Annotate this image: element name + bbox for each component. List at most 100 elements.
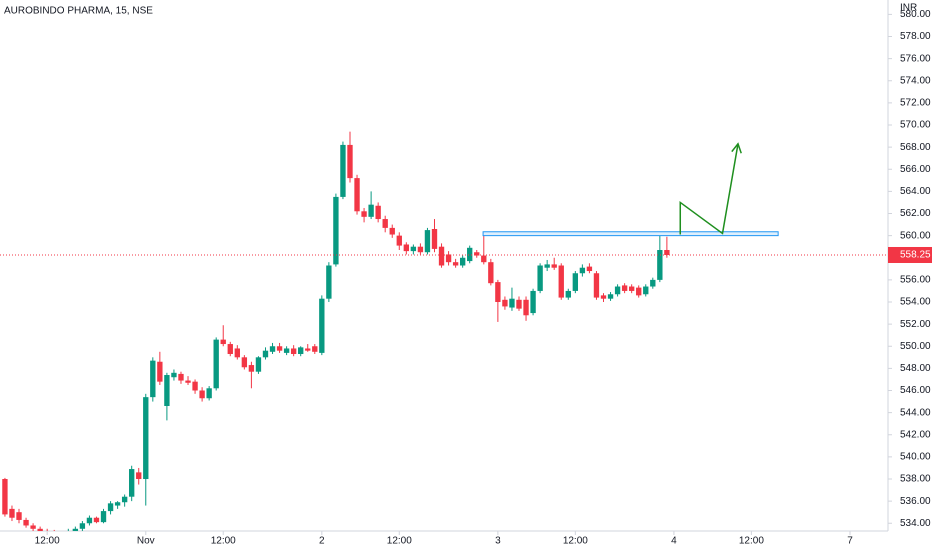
candle-body xyxy=(544,264,550,268)
x-tick-label: 12:00 xyxy=(739,536,764,547)
candle-body xyxy=(516,299,522,309)
candle-body xyxy=(326,265,332,299)
candle-body xyxy=(403,244,410,252)
plot-area xyxy=(2,131,779,531)
candle-body xyxy=(481,255,487,263)
candle-body xyxy=(382,219,388,228)
candle-body xyxy=(502,299,508,307)
candle-body xyxy=(643,286,649,295)
candle-body xyxy=(227,344,233,354)
candle-body xyxy=(79,523,86,529)
y-tick-label: 546.00 xyxy=(900,385,931,396)
candle-body xyxy=(121,496,128,503)
y-tick-label: 560.00 xyxy=(900,230,931,241)
x-tick-label: Nov xyxy=(137,536,155,547)
candle-body xyxy=(220,339,226,345)
candle-body xyxy=(614,286,621,295)
zone-box xyxy=(482,231,779,237)
candle-body xyxy=(9,508,15,518)
candle-body xyxy=(213,339,219,389)
candle-body xyxy=(241,357,248,368)
x-tick-label: 7 xyxy=(847,536,853,547)
y-tick-label: 568.00 xyxy=(900,142,931,153)
candle-body xyxy=(417,246,424,253)
y-tick-label: 548.00 xyxy=(900,363,931,374)
y-tick-label: 578.00 xyxy=(900,31,931,42)
candle-body xyxy=(206,388,212,399)
candle-body xyxy=(129,469,135,497)
y-tick-label: 554.00 xyxy=(900,297,931,308)
y-tick-label: 572.00 xyxy=(900,98,931,109)
candle-body xyxy=(621,285,628,291)
last-price-label: 558.25 xyxy=(900,250,931,261)
candle-body xyxy=(488,262,494,284)
candle-body xyxy=(657,250,663,280)
candle-body xyxy=(16,512,22,520)
candle-body xyxy=(551,264,557,268)
y-tick-label: 540.00 xyxy=(900,452,931,463)
chart-title: AUROBINDO PHARMA, 15, NSE xyxy=(4,6,153,17)
candle-body xyxy=(438,246,445,266)
y-tick-label: 536.00 xyxy=(900,496,931,507)
candle-body xyxy=(537,265,543,291)
candle-body xyxy=(157,361,163,382)
candle-body xyxy=(452,262,459,266)
y-tick-label: 538.00 xyxy=(900,474,931,485)
candle-body xyxy=(199,390,205,399)
y-tick-label: 544.00 xyxy=(900,407,931,418)
candle-body xyxy=(234,348,240,358)
candle-body xyxy=(100,511,107,523)
candle-body xyxy=(572,273,579,291)
candle-body xyxy=(600,295,607,299)
y-tick-label: 576.00 xyxy=(900,53,931,64)
candle-body xyxy=(185,380,191,383)
y-tick-label: 564.00 xyxy=(900,186,931,197)
candle-body xyxy=(248,365,255,372)
candle-body xyxy=(262,350,269,358)
candle-body xyxy=(143,397,149,480)
y-tick-label: 542.00 xyxy=(900,429,931,440)
candle-body xyxy=(340,144,346,197)
candle-body xyxy=(628,286,635,291)
candle-body xyxy=(368,204,374,217)
candle-body xyxy=(445,254,452,263)
candle-body xyxy=(375,205,381,220)
x-tick-label: 4 xyxy=(671,536,677,547)
candle-body xyxy=(495,282,501,303)
candle-body xyxy=(586,266,593,272)
y-tick-label: 570.00 xyxy=(900,120,931,131)
candle-body xyxy=(410,246,417,252)
candle-body xyxy=(298,347,304,354)
y-tick-label: 556.00 xyxy=(900,275,931,286)
candle-body xyxy=(396,235,402,246)
x-tick-label: 12:00 xyxy=(35,536,60,547)
candle-body xyxy=(283,348,290,353)
candle-body xyxy=(558,265,564,298)
candle-body xyxy=(136,472,142,480)
candle-body xyxy=(593,273,600,298)
x-tick-label: 2 xyxy=(319,536,325,547)
candle-body xyxy=(424,230,431,253)
candle-body xyxy=(93,517,100,523)
y-tick-label: 566.00 xyxy=(900,164,931,175)
currency-label: INR xyxy=(900,3,917,14)
y-tick-label: 562.00 xyxy=(900,208,931,219)
candle-body xyxy=(474,252,480,256)
candle-body xyxy=(361,211,367,217)
candle-body xyxy=(107,503,114,512)
candle-body xyxy=(276,346,283,351)
candle-body xyxy=(467,247,473,262)
candle-body xyxy=(2,479,8,515)
candle-body xyxy=(305,348,311,351)
candle-body xyxy=(171,372,177,378)
candle-body xyxy=(164,375,170,406)
candle-body xyxy=(269,346,276,352)
candle-body xyxy=(354,178,360,212)
arrow-head xyxy=(731,142,742,154)
candle-body xyxy=(607,294,614,299)
candle-body xyxy=(255,357,262,372)
last-price-box xyxy=(888,246,932,263)
candle-body xyxy=(312,346,318,352)
candle-body xyxy=(30,525,36,529)
x-tick-label: 12:00 xyxy=(387,536,412,547)
